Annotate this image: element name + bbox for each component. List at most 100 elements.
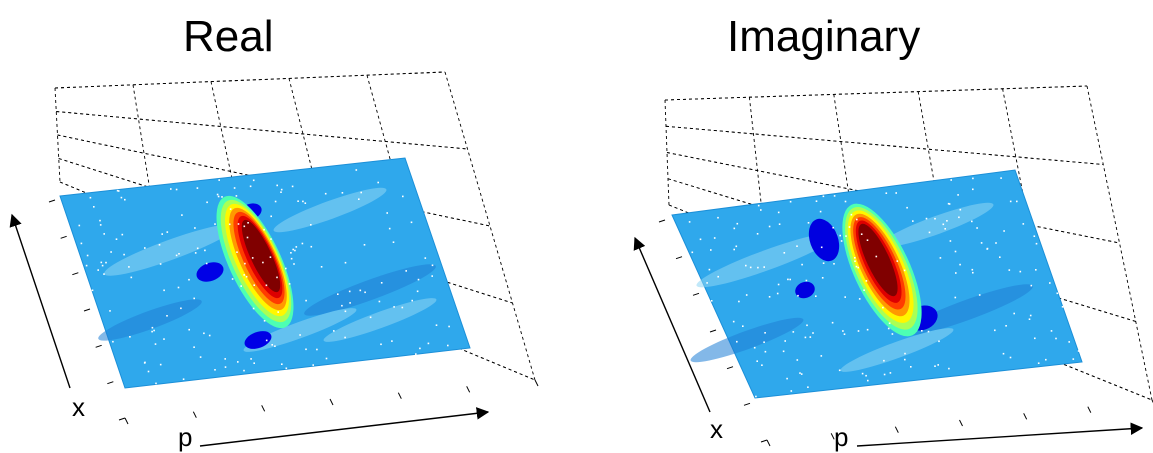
speckle [294, 249, 296, 252]
x-tick [95, 344, 102, 348]
speckle [233, 187, 236, 189]
x-tick [83, 308, 91, 312]
speckle [763, 341, 765, 343]
speckle [263, 320, 266, 322]
speckle [756, 233, 759, 235]
speckle [857, 266, 859, 269]
speckle [246, 236, 249, 239]
p-tick [261, 405, 266, 412]
speckle [799, 372, 801, 374]
speckle [887, 327, 890, 330]
speckle [270, 215, 272, 218]
speckle [124, 198, 126, 201]
speckle [831, 321, 834, 324]
peak-layer [858, 223, 898, 297]
p-tick [830, 433, 835, 440]
speckle [101, 264, 104, 267]
speckle [861, 372, 864, 375]
speckle [302, 200, 304, 203]
speckle [417, 278, 420, 281]
speckle [972, 188, 974, 191]
x-tick [72, 272, 79, 276]
speckle [290, 252, 292, 254]
speckle [883, 359, 885, 362]
speckle [819, 210, 822, 213]
speckle [147, 370, 150, 373]
p-tick [124, 417, 129, 425]
speckle [431, 264, 434, 267]
speckle [948, 203, 951, 205]
speckle [1035, 269, 1037, 271]
speckle [180, 307, 182, 310]
speckle [435, 324, 438, 326]
trough-mark [808, 218, 840, 262]
speckle [291, 185, 294, 188]
speckle [410, 221, 413, 224]
speckle [804, 336, 807, 339]
speckle [78, 224, 81, 227]
speckle [749, 266, 752, 269]
axis-arrows [9, 213, 490, 447]
floor-tick-marks [48, 199, 539, 425]
chart-panel-real: Real x p [0, 0, 576, 452]
chart-panel-imaginary: Imaginary x p [577, 0, 1153, 452]
speckle [188, 328, 190, 331]
speckle [815, 200, 818, 202]
speckle [405, 270, 407, 272]
speckle [199, 356, 202, 358]
speckle [688, 221, 691, 223]
ripple [840, 328, 954, 372]
speckle [310, 245, 313, 248]
speckle [121, 233, 124, 236]
speckle [243, 369, 245, 372]
speckle [269, 256, 272, 258]
p-tick [192, 411, 197, 418]
speckle [391, 340, 393, 342]
speckle [742, 325, 744, 327]
ripple [98, 299, 202, 341]
speckle [175, 254, 178, 257]
speckle [948, 367, 950, 370]
speckle [866, 239, 869, 241]
speckle [807, 386, 809, 388]
trough-mark [196, 262, 224, 282]
x-tick [48, 199, 56, 203]
x-tick [107, 381, 114, 385]
speckle [228, 223, 231, 226]
trough-mark [244, 331, 272, 349]
speckle [1077, 350, 1080, 352]
speckle [1035, 242, 1038, 245]
speckle [1000, 177, 1002, 179]
chart-title-real: Real [183, 12, 274, 61]
speckle [1029, 314, 1032, 317]
speckle [776, 292, 779, 295]
speckle [333, 330, 335, 332]
speckle [285, 267, 287, 270]
speckle [891, 333, 894, 335]
ripple [243, 308, 357, 352]
speckle [427, 342, 430, 345]
speckle [745, 294, 748, 296]
speckle [320, 266, 323, 268]
speckle [949, 240, 952, 242]
peak-group [842, 203, 922, 337]
speckle [778, 223, 781, 225]
speckle [177, 286, 180, 289]
speckle [856, 218, 858, 221]
speckle [784, 340, 786, 342]
speckle [447, 344, 449, 347]
ripple [304, 264, 436, 316]
p-axis-label-real: p [178, 422, 193, 452]
speckle [760, 209, 762, 211]
speckle [196, 247, 199, 250]
speckle [178, 253, 180, 255]
p-tick [959, 419, 963, 427]
speckle [411, 299, 413, 302]
speckle [1019, 270, 1022, 273]
speckle [786, 377, 788, 380]
speckle [1016, 200, 1018, 203]
speckle [934, 365, 936, 367]
p-tick [766, 439, 771, 447]
speckle [1037, 362, 1040, 364]
speckle [732, 320, 735, 323]
